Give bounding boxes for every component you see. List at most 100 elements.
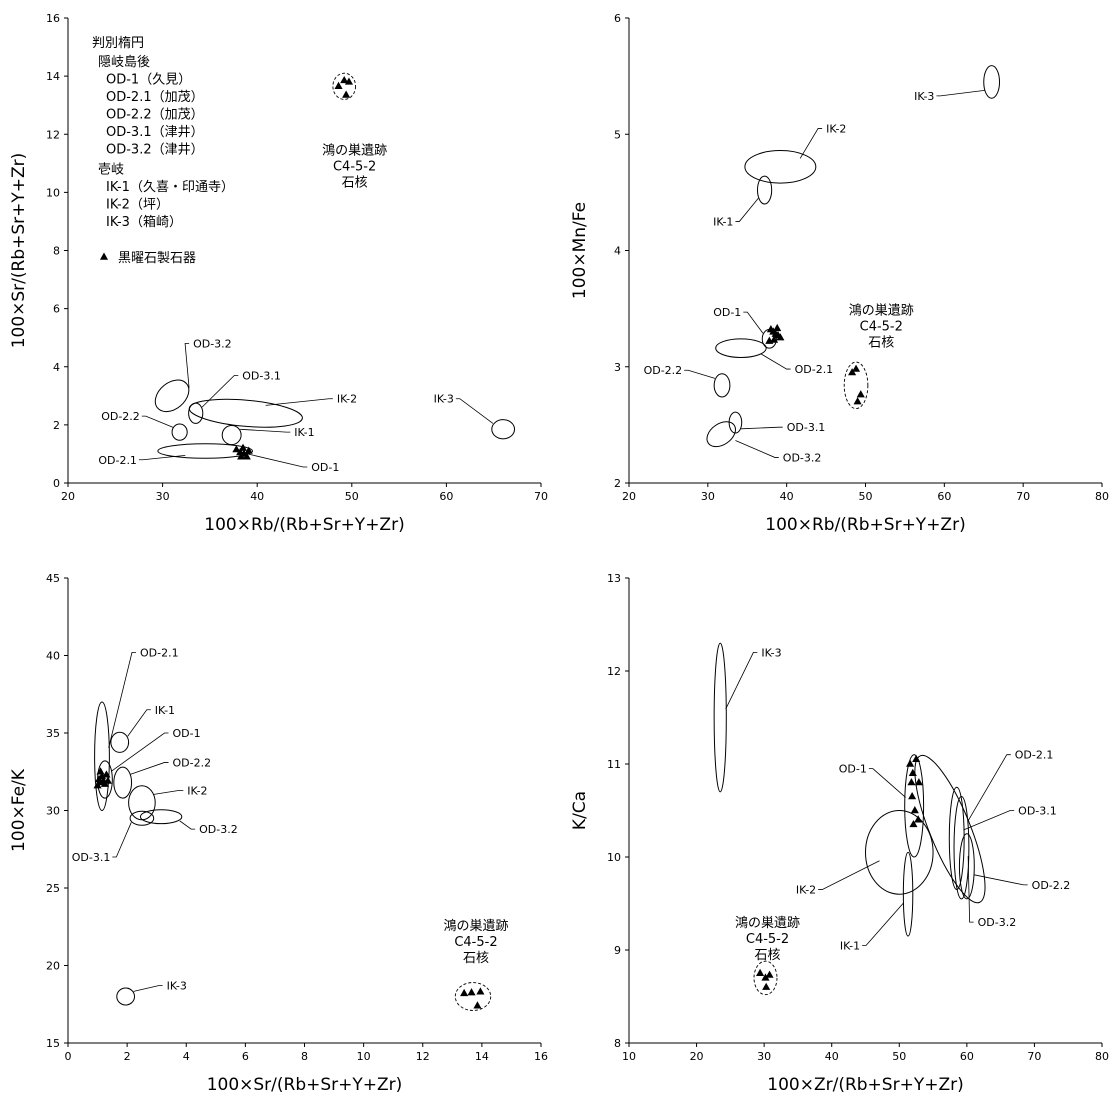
obsidian-artifact-point	[907, 778, 916, 786]
ellipse-label: IK-2	[337, 393, 357, 406]
x-tick-label: 10	[622, 1050, 636, 1063]
leader-line	[735, 440, 779, 458]
chart-panel-3: 0 2 4 6 8 10 12 14 16 15 20 25 30 35 40 45 100×Sr/(Rb+Sr…	[9, 572, 548, 1095]
leader-line	[936, 89, 985, 97]
leader-line	[141, 415, 173, 428]
obsidian-artifact-point	[102, 770, 111, 778]
leader-line	[108, 652, 136, 748]
y-axis-title: K/Ca	[570, 791, 590, 830]
ellipse-label: OD-3.2	[193, 338, 232, 351]
ellipse-label: IK-1	[840, 939, 860, 952]
site-core-point	[344, 77, 354, 85]
site-label-line: 鴻の巣遺跡	[443, 918, 508, 934]
ellipse-od-3-2	[706, 421, 736, 448]
site-label-line: 石核	[342, 176, 368, 191]
obsidian-artifact-point	[908, 792, 917, 800]
obsidian-artifact-point	[232, 445, 241, 453]
obsidian-artifact-point	[908, 768, 917, 776]
site-core-point	[756, 968, 765, 976]
ellipse-label: OD-1	[839, 763, 867, 776]
leader-line	[127, 709, 151, 737]
ellipse-label: OD-1	[311, 461, 339, 474]
leader-line	[265, 398, 333, 406]
obsidian-artifact-point	[910, 806, 919, 814]
y-tick-label: 2	[53, 419, 60, 432]
legend-group-oki: 隠岐島後	[98, 55, 150, 70]
ellipse-label: OD-2.2	[1032, 879, 1071, 892]
y-tick-label: 30	[46, 805, 60, 818]
legend-marker-label: 黒曜石製石器	[118, 251, 196, 266]
leader-line	[684, 369, 716, 379]
leader-line	[247, 453, 308, 468]
ellipse-od-2-2	[713, 373, 731, 398]
x-tick-label: 2	[124, 1050, 131, 1063]
site-label-line: 石核	[868, 335, 894, 350]
y-tick-label: 40	[46, 650, 60, 663]
site-core-point	[342, 90, 351, 98]
x-tick-label: 70	[1027, 1050, 1041, 1063]
x-tick-label: 30	[156, 490, 170, 503]
leader-line	[743, 311, 764, 334]
legend-item: OD-2.2（加茂）	[106, 108, 204, 123]
site-label-line: 鴻の巣遺跡	[735, 915, 800, 931]
obsidian-artifact-point	[912, 754, 921, 763]
ellipse-od-3-1	[129, 810, 155, 826]
ellipse-ik-1	[756, 175, 773, 205]
leader-line	[133, 985, 163, 992]
obsidian-artifact-point	[237, 452, 246, 460]
y-tick-label: 12	[607, 665, 621, 678]
ellipse-label: OD-2.1	[140, 646, 179, 659]
obsidian-artifact-point	[914, 815, 923, 823]
ellipse-ik-1	[110, 731, 130, 753]
site-group-ring	[454, 982, 492, 1011]
ellipse-label: OD-3.1	[1018, 805, 1057, 818]
obsidian-artifact-point	[914, 778, 923, 786]
ellipse-label: IK-1	[155, 704, 175, 717]
legend-item: OD-2.1（加茂）	[106, 90, 204, 105]
x-tick-label: 0	[65, 1050, 72, 1063]
x-tick-label: 20	[61, 490, 75, 503]
x-axis-title: 100×Sr/(Rb+Sr+Y+Zr)	[207, 1075, 403, 1095]
x-axis-title: 100×Rb/(Rb+Sr+Y+Zr)	[765, 515, 965, 535]
leader-line	[967, 856, 974, 923]
y-axis-title: 100×Fe/K	[9, 768, 29, 852]
ellipse-label: IK-1	[713, 215, 733, 228]
legend-item: OD-3.1（津井）	[106, 125, 204, 140]
ellipse-od-2-1	[94, 701, 110, 811]
obsidian-artifact-point	[94, 775, 104, 783]
leader-line	[862, 902, 905, 946]
x-tick-label: 60	[960, 1050, 974, 1063]
leader-line	[130, 762, 169, 775]
ellipse-label: OD-2.1	[98, 454, 137, 467]
y-tick-label: 6	[614, 12, 621, 25]
x-tick-label: 80	[1095, 490, 1109, 503]
y-tick-label: 6	[53, 303, 60, 316]
ellipse-label: OD-3.2	[199, 823, 238, 836]
y-tick-label: 11	[607, 758, 621, 771]
legend-triangle-icon	[99, 252, 109, 260]
chart-panel-4: 10 20 30 40 50 60 70 80 8 9 10 11 12 13 100×Zr/(Rb+Sr+…	[570, 572, 1109, 1095]
leader-line	[799, 128, 823, 159]
x-tick-label: 40	[780, 490, 794, 503]
x-tick-label: 50	[859, 490, 873, 503]
y-tick-label: 4	[53, 361, 60, 374]
ellipse-od-2-1	[715, 338, 767, 358]
site-core-point	[765, 970, 774, 978]
x-tick-label: 60	[439, 490, 453, 503]
ellipse-label: OD-3.2	[978, 916, 1017, 929]
y-axis-title: 100×Sr/(Rb+Sr+Y+Zr)	[9, 153, 29, 349]
y-tick-label: 4	[614, 245, 621, 258]
y-tick-label: 10	[607, 851, 621, 864]
x-tick-label: 30	[757, 1050, 771, 1063]
ellipse-od-1	[904, 754, 925, 858]
leader-line	[184, 343, 190, 389]
y-tick-label: 10	[46, 186, 60, 199]
ellipse-od-2-1	[914, 754, 986, 904]
legend-item: IK-3（箱崎）	[106, 214, 182, 230]
ellipse-label: IK-1	[294, 426, 314, 439]
leader-line	[179, 820, 196, 830]
x-tick-label: 70	[1016, 490, 1030, 503]
x-tick-label: 50	[345, 490, 359, 503]
ellipse-ik-3	[713, 642, 727, 793]
